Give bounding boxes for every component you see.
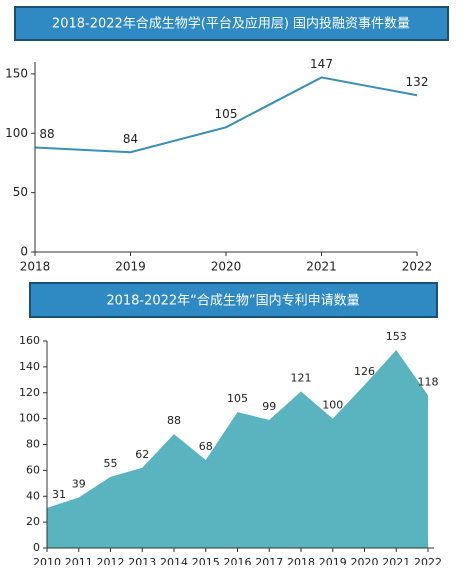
x-tick-label: 2021 [382,556,410,565]
y-tick-label: 100 [5,126,28,140]
y-tick-label: 50 [13,185,28,199]
x-tick-label: 2011 [65,556,93,565]
y-tick-label: 0 [33,541,40,554]
x-tick-label: 2021 [306,260,337,274]
x-tick-label: 2019 [115,260,146,274]
x-tick-label: 2020 [211,260,242,274]
chart-title: 2018-2022年“合成生物”国内专利申请数量 [106,293,359,309]
area [47,350,428,548]
x-tick-label: 2018 [20,260,51,274]
data-label: 68 [199,440,213,453]
title-box [29,282,438,318]
x-tick-label: 2014 [160,556,188,565]
data-label: 105 [215,107,238,121]
y-tick-label: 140 [19,360,40,373]
x-tick-label: 2019 [319,556,347,565]
data-label: 62 [135,448,149,461]
data-label: 121 [291,371,312,384]
title-box [14,6,449,41]
y-tick-label: 100 [19,412,40,425]
data-label: 88 [39,127,54,141]
y-tick-label: 160 [19,334,40,347]
data-label: 126 [354,365,375,378]
data-label: 147 [310,57,333,71]
x-tick-label: 2013 [128,556,156,565]
data-label: 39 [72,478,86,491]
x-tick-label: 2010 [33,556,61,565]
y-tick-label: 150 [5,66,28,80]
y-tick-label: 0 [20,245,28,259]
x-tick-label: 2022 [414,556,442,565]
data-label: 99 [262,400,276,413]
line [34,76,418,154]
data-label: 55 [104,457,118,470]
data-label: 153 [386,330,407,343]
y-tick-label: 40 [26,489,40,502]
chart-title: 2018-2022年合成生物学(平台及应用层) 国内投融资事件数量 [52,16,410,32]
y-tick-label: 20 [26,515,40,528]
x-tick-label: 2018 [287,556,315,565]
data-label: 105 [227,392,248,405]
x-tick-label: 2012 [97,556,125,565]
data-label: 84 [123,132,138,146]
y-tick-label: 60 [26,463,40,476]
data-label: 88 [167,414,181,427]
data-label: 132 [406,75,429,89]
x-tick-label: 2016 [224,556,252,565]
x-tick-label: 2022 [402,260,433,274]
y-tick-label: 120 [19,386,40,399]
y-tick-label: 80 [26,438,40,451]
data-label: 31 [52,488,66,501]
x-tick-label: 2020 [351,556,379,565]
data-label: 118 [418,375,439,388]
x-tick-label: 2015 [192,556,220,565]
x-tick-label: 2017 [255,556,283,565]
data-label: 100 [322,399,343,412]
